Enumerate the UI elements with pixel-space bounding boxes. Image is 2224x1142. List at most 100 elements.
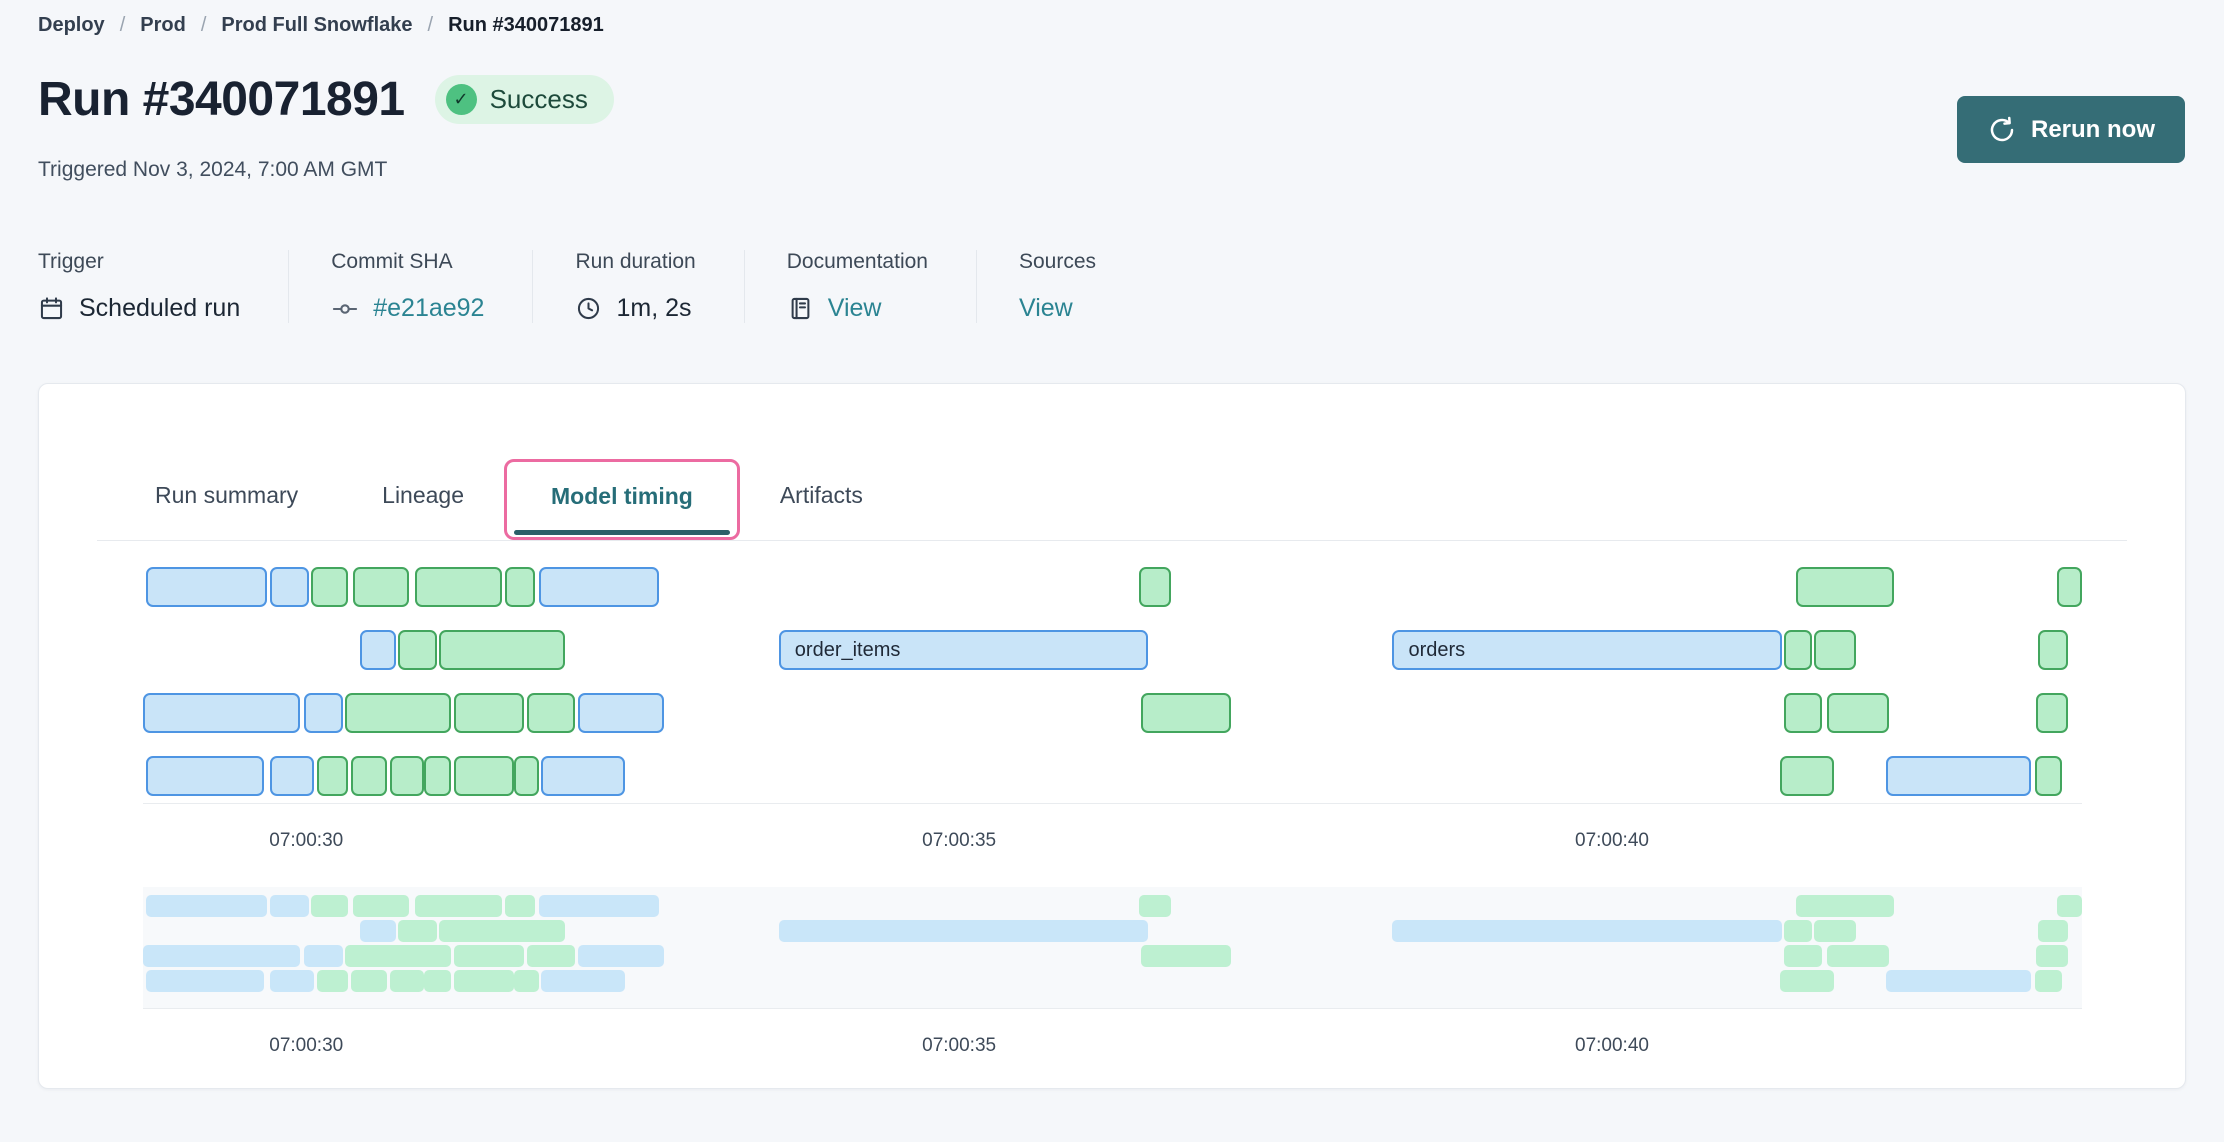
model-bar[interactable] bbox=[145, 567, 267, 607]
model-bar[interactable] bbox=[513, 756, 539, 796]
time-axis: 07:00:30 07:00:35 07:00:40 bbox=[143, 803, 2082, 859]
model-bar[interactable] bbox=[143, 693, 300, 733]
model-bar[interactable] bbox=[316, 756, 349, 796]
model-bar bbox=[2057, 895, 2082, 917]
model-bar[interactable] bbox=[2057, 567, 2082, 607]
model-bar[interactable] bbox=[397, 630, 437, 670]
model-bar bbox=[439, 920, 565, 942]
model-bar[interactable] bbox=[1827, 693, 1889, 733]
tab-run-summary[interactable]: Run summary bbox=[155, 481, 299, 508]
model-bar bbox=[145, 895, 267, 917]
model-bar[interactable] bbox=[1784, 693, 1823, 733]
status-badge-label: Success bbox=[489, 84, 588, 114]
model-bar[interactable] bbox=[350, 756, 388, 796]
axis-tick-label: 07:00:35 bbox=[922, 830, 997, 851]
model-bar bbox=[1795, 895, 1894, 917]
model-bar[interactable] bbox=[145, 756, 265, 796]
model-bar bbox=[145, 970, 265, 992]
model-bar[interactable] bbox=[1139, 567, 1171, 607]
breadcrumb-separator: / bbox=[119, 14, 126, 36]
model-bar[interactable] bbox=[311, 567, 349, 607]
overview-time-axis: 07:00:30 07:00:35 07:00:40 bbox=[143, 1008, 2082, 1060]
model-bar[interactable] bbox=[2036, 693, 2068, 733]
model-bar[interactable] bbox=[1140, 693, 1231, 733]
breadcrumb-deploy[interactable]: Deploy bbox=[38, 14, 105, 36]
model-bar bbox=[414, 895, 503, 917]
breadcrumb-prod[interactable]: Prod bbox=[140, 14, 186, 36]
model-bar bbox=[453, 945, 525, 967]
model-bar[interactable] bbox=[269, 756, 314, 796]
model-bar bbox=[303, 945, 343, 967]
model-bar[interactable] bbox=[1886, 756, 2031, 796]
model-bar[interactable] bbox=[1814, 630, 1857, 670]
rerun-now-label: Rerun now bbox=[2031, 115, 2155, 143]
model-bar bbox=[538, 895, 659, 917]
clock-icon bbox=[575, 295, 602, 322]
model-bar bbox=[1139, 895, 1171, 917]
axis-tick-label: 07:00:35 bbox=[922, 1035, 997, 1056]
model-bar[interactable] bbox=[414, 567, 503, 607]
model-bar[interactable] bbox=[269, 567, 309, 607]
breadcrumb-job[interactable]: Prod Full Snowflake bbox=[221, 14, 413, 36]
gantt-row bbox=[143, 945, 2082, 967]
model-bar[interactable] bbox=[1784, 630, 1812, 670]
breadcrumb-separator: / bbox=[427, 14, 434, 36]
model-bar bbox=[269, 970, 314, 992]
commit-sha-link[interactable]: #e21ae92 bbox=[373, 294, 485, 322]
model-bar[interactable] bbox=[453, 756, 514, 796]
tab-model-timing[interactable]: Model timing bbox=[504, 459, 740, 540]
model-bar[interactable] bbox=[1795, 567, 1894, 607]
rerun-now-button[interactable]: Rerun now bbox=[1957, 96, 2185, 163]
model-bar bbox=[1814, 920, 1857, 942]
model-bar[interactable] bbox=[345, 693, 452, 733]
model-bar bbox=[1827, 945, 1889, 967]
model-bar[interactable] bbox=[526, 693, 576, 733]
model-bar bbox=[423, 970, 452, 992]
model-bar[interactable] bbox=[577, 693, 664, 733]
run-detail-card: Run summary Lineage Model timing Artifac… bbox=[38, 383, 2186, 1089]
meta-trigger: Trigger Scheduled run bbox=[38, 250, 290, 323]
model-bar[interactable] bbox=[538, 567, 659, 607]
meta-sources: Sources View bbox=[1019, 250, 1144, 323]
model-bar[interactable] bbox=[2035, 756, 2063, 796]
meta-commit-sha: Commit SHA #e21ae92 bbox=[331, 250, 534, 323]
model-bar[interactable] bbox=[453, 693, 525, 733]
model-bar bbox=[453, 970, 514, 992]
breadcrumb: Deploy / Prod / Prod Full Snowflake / Ru… bbox=[38, 14, 604, 37]
model-bar bbox=[2037, 920, 2068, 942]
model-bar bbox=[1784, 945, 1823, 967]
breadcrumb-run: Run #340071891 bbox=[448, 14, 604, 36]
timing-overview-brush[interactable] bbox=[143, 887, 2082, 1008]
model-bar[interactable] bbox=[504, 567, 535, 607]
tab-artifacts[interactable]: Artifacts bbox=[779, 481, 863, 508]
model-bar[interactable] bbox=[2037, 630, 2068, 670]
meta-run-duration: Run duration 1m, 2s bbox=[575, 250, 745, 323]
meta-label: Documentation bbox=[786, 250, 928, 273]
model-bar[interactable] bbox=[1780, 756, 1834, 796]
axis-tick-label: 07:00:40 bbox=[1575, 1035, 1649, 1056]
model-bar-orders[interactable]: orders bbox=[1392, 630, 1782, 670]
model-bar[interactable] bbox=[389, 756, 424, 796]
gantt-row bbox=[143, 693, 2082, 733]
model-bar bbox=[389, 970, 424, 992]
model-bar bbox=[2036, 945, 2068, 967]
model-bar bbox=[269, 895, 309, 917]
model-timing-panel: order_items orders 07:00:30 07:00:35 07:00:… bbox=[143, 567, 2082, 1060]
documentation-view-link[interactable]: View bbox=[827, 294, 882, 322]
model-bar-order_items[interactable]: order_items bbox=[778, 630, 1149, 670]
model-bar-order_items bbox=[778, 920, 1149, 942]
model-bar[interactable] bbox=[303, 693, 343, 733]
model-bar bbox=[1784, 920, 1812, 942]
model-bar[interactable] bbox=[423, 756, 452, 796]
sources-view-link[interactable]: View bbox=[1018, 294, 1073, 322]
tab-lineage[interactable]: Lineage bbox=[382, 481, 465, 508]
meta-label: Trigger bbox=[38, 250, 104, 273]
model-bar bbox=[359, 920, 397, 942]
model-bar[interactable] bbox=[541, 756, 625, 796]
model-bar[interactable] bbox=[439, 630, 565, 670]
model-bar bbox=[526, 945, 576, 967]
model-bar[interactable] bbox=[353, 567, 410, 607]
model-timing-gantt-chart[interactable]: order_items orders bbox=[143, 567, 2082, 796]
model-bar[interactable] bbox=[359, 630, 397, 670]
model-bar-orders bbox=[1392, 920, 1782, 942]
